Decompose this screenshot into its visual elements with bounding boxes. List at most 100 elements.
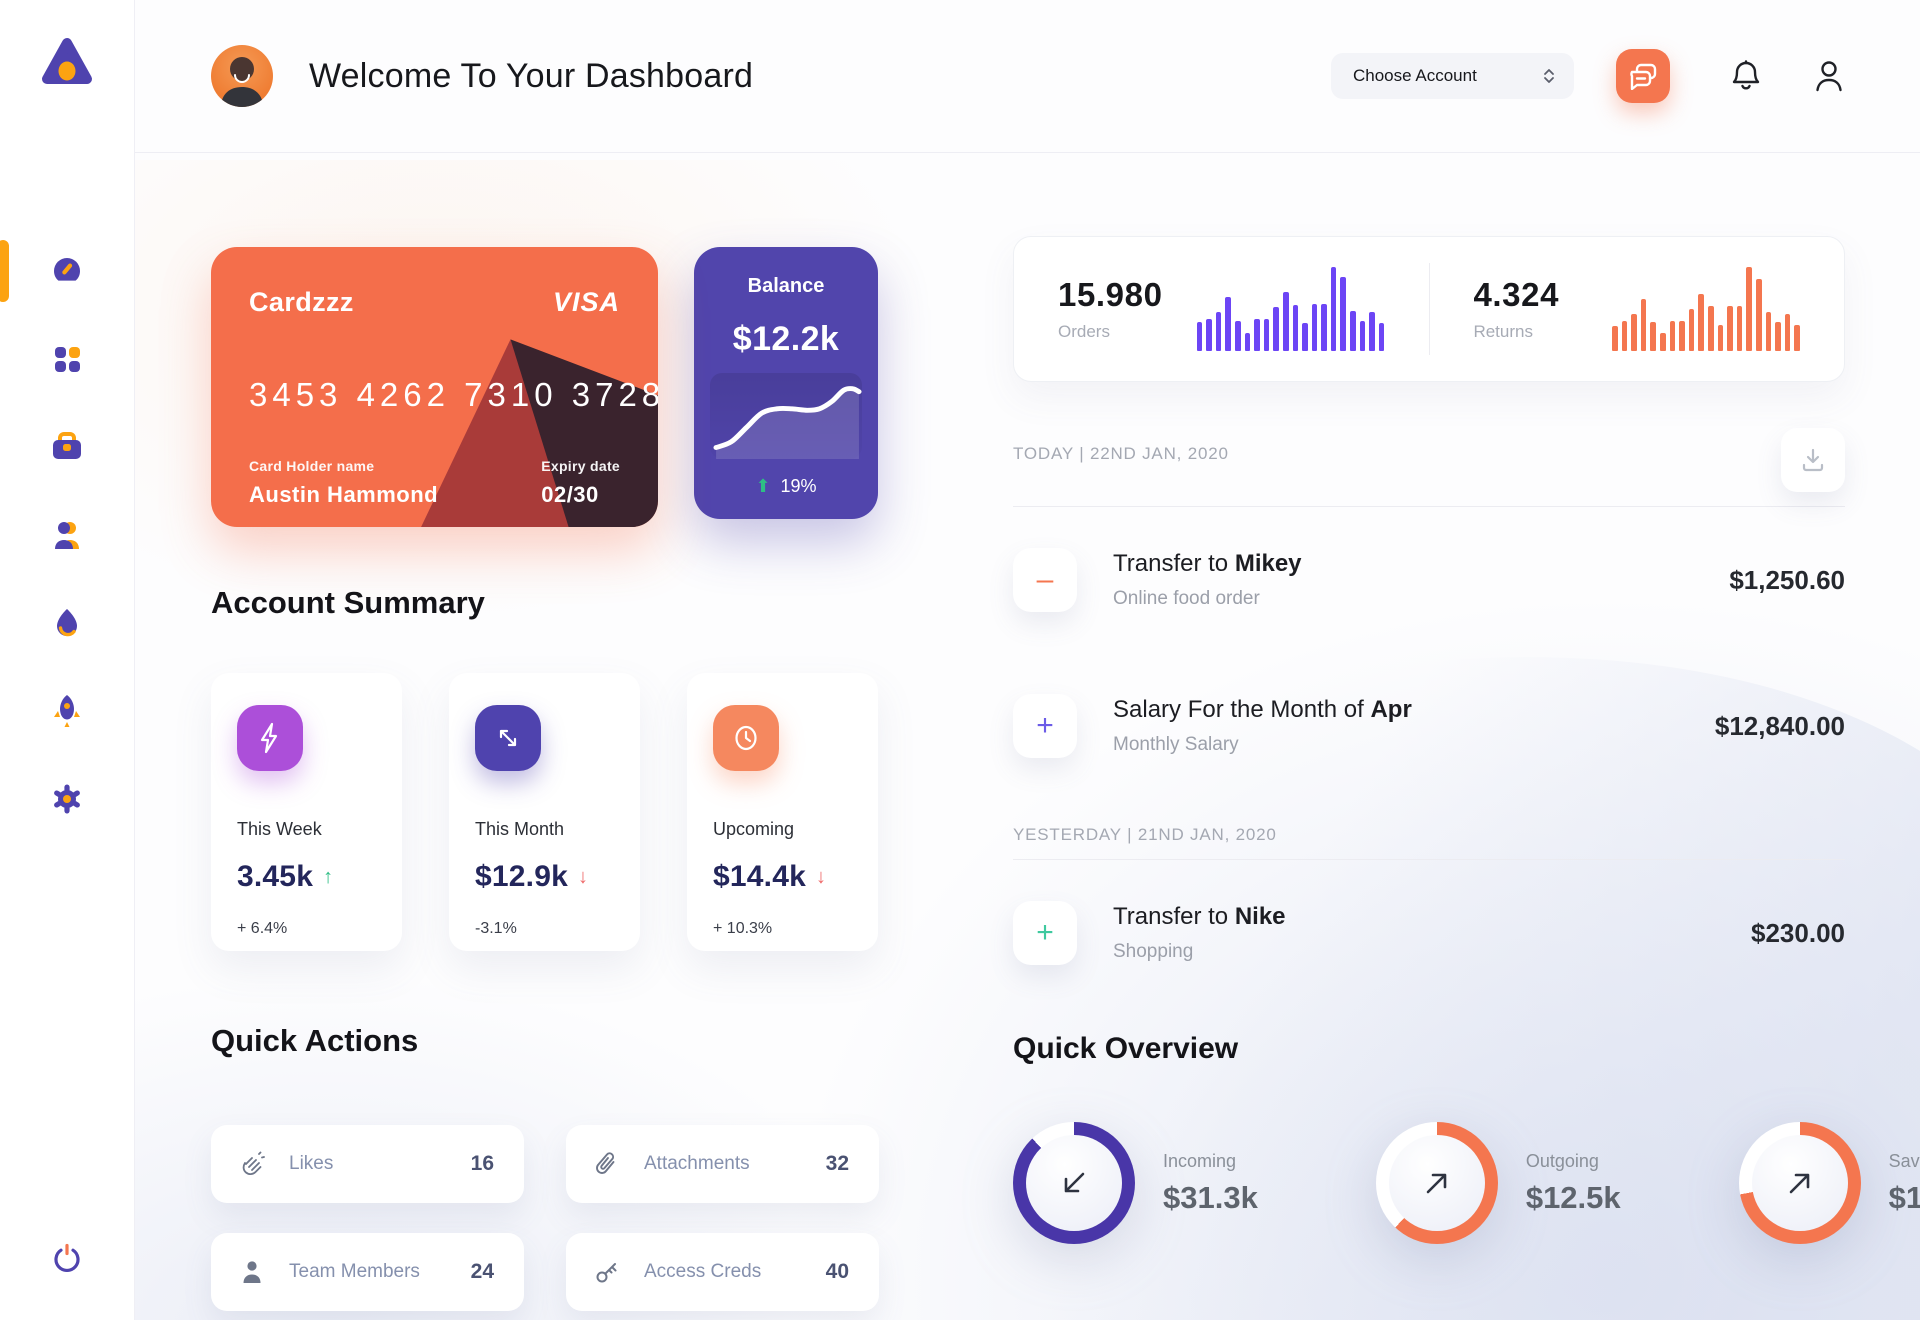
sidebar-item-settings[interactable] xyxy=(0,780,134,818)
ring-label: Outgoing xyxy=(1525,1150,1599,1171)
summary-delta: + 10.3% xyxy=(713,920,773,937)
quick-action-count: 32 xyxy=(825,1152,849,1175)
header: Welcome To Your Dashboard Choose Account xyxy=(135,0,1920,153)
card-holder-name: Austin Hammond xyxy=(249,482,439,507)
sidebar xyxy=(0,0,135,1320)
summary-label: Upcoming xyxy=(713,819,795,839)
quick-action-access-creds[interactable]: Access Creds 40 xyxy=(566,1233,879,1311)
plus-icon-badge: + xyxy=(1013,901,1077,965)
summary-delta: + 6.4% xyxy=(237,920,288,937)
returns-value: 4.324 xyxy=(1473,276,1560,313)
orders-returns-card: 15.980 Orders 4.324 Returns xyxy=(1013,236,1845,382)
sidebar-nav xyxy=(0,240,134,818)
notifications-button[interactable] xyxy=(1730,59,1762,93)
summary-value: 3.45k xyxy=(237,860,314,893)
trend-up-icon: ↑ xyxy=(323,865,334,888)
download-button[interactable] xyxy=(1781,428,1845,492)
sidebar-item-team[interactable] xyxy=(0,516,134,554)
summary-delta: -3.1% xyxy=(475,920,517,937)
ring-label: Incoming xyxy=(1163,1150,1237,1171)
arrow-up-right-icon xyxy=(1426,1173,1447,1194)
incoming-ring-widget: Incoming $31.3k xyxy=(1013,1122,1258,1244)
card-holder-label: Card Holder name xyxy=(249,458,375,474)
chat-button[interactable] xyxy=(1616,49,1670,103)
today-header-row: TODAY | 22ND JAN, 2020 xyxy=(1013,428,1845,492)
power-icon xyxy=(54,1243,80,1272)
rocket-icon xyxy=(54,695,80,727)
user-icon xyxy=(1816,61,1842,92)
profile-button[interactable] xyxy=(1814,59,1844,93)
cards-row: Cardzzz VISA 3453 4262 7310 3728 Card Ho… xyxy=(211,247,879,527)
user-avatar[interactable] xyxy=(211,45,273,107)
incoming-progress-ring xyxy=(1013,1122,1135,1244)
paperclip-icon xyxy=(592,1151,622,1177)
ring-label: Savings xyxy=(1888,1150,1920,1171)
card-name: Cardzzz xyxy=(249,287,354,317)
trend-arrows-icon-badge xyxy=(475,705,541,771)
left-column: Cardzzz VISA 3453 4262 7310 3728 Card Ho… xyxy=(211,153,879,1311)
app-logo[interactable] xyxy=(35,30,99,94)
outgoing-progress-ring xyxy=(1375,1122,1498,1244)
sidebar-item-launch[interactable] xyxy=(0,692,134,730)
summary-card-this-week[interactable]: This Week 3.45k ↑ + 6.4% xyxy=(211,673,402,951)
expiry-date: 02/30 xyxy=(541,482,599,507)
transaction-amount: $12,840.00 xyxy=(1714,710,1845,741)
clap-icon xyxy=(237,1151,267,1177)
account-select-label: Choose Account xyxy=(1353,66,1477,85)
right-column: 15.980 Orders 4.324 Returns TODAY | 22ND… xyxy=(1013,153,1920,1311)
transaction-title: Transfer to Nike xyxy=(1113,903,1286,930)
summary-card-this-month[interactable]: This Month $12.9k ↓ -3.1% xyxy=(449,673,640,951)
quick-action-attachments[interactable]: Attachments 32 xyxy=(566,1125,879,1203)
transaction-subtitle: Online food order xyxy=(1113,588,1260,609)
sidebar-item-dashboard[interactable] xyxy=(0,240,134,302)
chat-icon xyxy=(1630,63,1657,90)
transaction-amount: $1,250.60 xyxy=(1729,564,1845,595)
card-number: 3453 4262 7310 3728 xyxy=(249,376,658,413)
expiry-label: Expiry date xyxy=(541,458,620,474)
ring-value: $31.3k xyxy=(1163,1179,1258,1215)
transaction-amount: $230.00 xyxy=(1751,917,1845,948)
account-select[interactable]: Choose Account xyxy=(1331,53,1574,99)
trend-arrows-icon xyxy=(499,729,517,747)
transaction-row[interactable]: – Transfer to Mikey Online food order $1… xyxy=(1013,507,1845,653)
transaction-row[interactable]: + Salary For the Month of Apr Monthly Sa… xyxy=(1013,653,1845,799)
sidebar-item-activity[interactable] xyxy=(0,604,134,642)
person-icon xyxy=(237,1259,267,1285)
quick-action-count: 40 xyxy=(825,1260,849,1283)
quick-action-count: 16 xyxy=(470,1152,494,1175)
triangle-logo-icon xyxy=(42,38,92,84)
briefcase-icon xyxy=(53,432,81,459)
download-icon xyxy=(1802,448,1824,472)
quick-action-count: 24 xyxy=(470,1260,494,1283)
trend-down-icon: ↓ xyxy=(577,865,588,888)
balance-card[interactable]: Balance $12.2k ⬆ 19% xyxy=(694,247,878,519)
trend-down-icon: ↓ xyxy=(815,865,826,888)
transaction-title: Salary For the Month of Apr xyxy=(1113,696,1412,723)
active-indicator xyxy=(0,240,9,302)
team-member-icon xyxy=(55,522,79,549)
apps-grid-icon xyxy=(55,347,80,372)
sidebar-item-work[interactable] xyxy=(0,428,134,466)
summary-cards: This Week 3.45k ↑ + 6.4% This Month xyxy=(211,673,879,951)
lightning-icon-badge xyxy=(237,705,303,771)
avatar-photo xyxy=(221,57,263,107)
credit-card[interactable]: Cardzzz VISA 3453 4262 7310 3728 Card Ho… xyxy=(211,247,658,527)
flame-icon xyxy=(57,609,77,637)
quick-action-label: Likes xyxy=(289,1153,334,1174)
transaction-subtitle: Monthly Salary xyxy=(1113,734,1239,755)
quick-action-team-members[interactable]: Team Members 24 xyxy=(211,1233,524,1311)
minus-icon-badge: – xyxy=(1013,548,1077,612)
sidebar-item-logout[interactable] xyxy=(0,1240,134,1278)
plus-icon: + xyxy=(1036,709,1054,742)
clock-icon xyxy=(735,725,757,751)
returns-bar-chart xyxy=(1612,267,1800,351)
sidebar-item-apps[interactable] xyxy=(0,340,134,378)
summary-card-upcoming[interactable]: Upcoming $14.4k ↓ + 10.3% xyxy=(687,673,878,951)
quick-action-likes[interactable]: Likes 16 xyxy=(211,1125,524,1203)
orders-bar-chart xyxy=(1196,267,1385,351)
main-area: Welcome To Your Dashboard Choose Account xyxy=(135,0,1920,1320)
arrow-up-right-icon xyxy=(1789,1173,1809,1194)
balance-sparkline-chart xyxy=(710,373,862,459)
orders-stat: 15.980 Orders xyxy=(1058,267,1385,351)
transaction-row[interactable]: + Transfer to Nike Shopping $230.00 xyxy=(1013,860,1845,1006)
